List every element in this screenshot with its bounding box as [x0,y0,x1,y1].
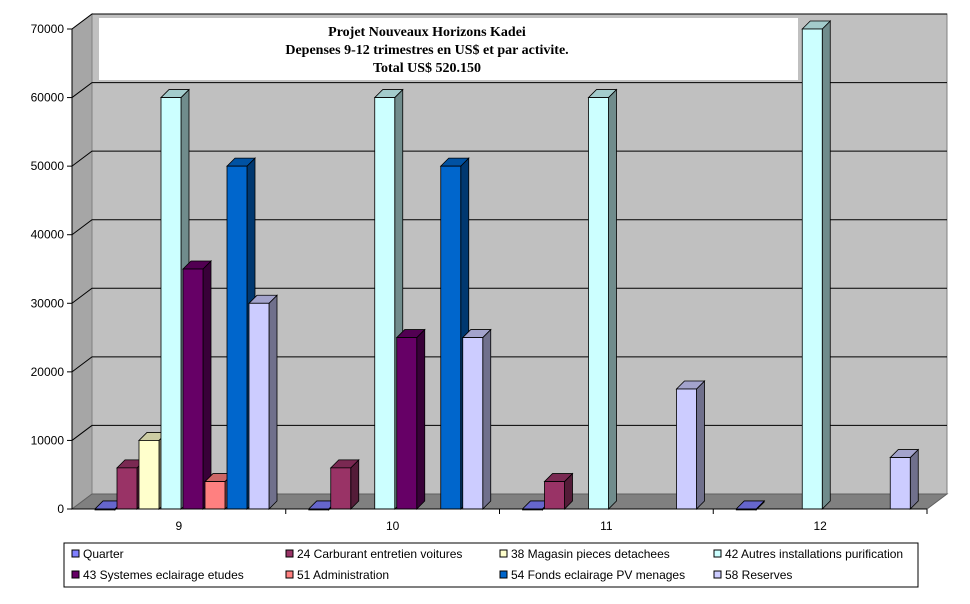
legend-label: 38 Magasin pieces detachees [511,547,670,561]
bar-front [544,481,565,510]
bar-side [350,458,360,510]
bar-side [608,88,617,510]
title-box: Projet Nouveaux Horizons Kadei Depenses … [99,18,798,80]
x-tick-label: 9 [176,519,183,533]
legend-swatch [713,549,722,558]
legend-label: 51 Administration [297,568,389,582]
bar-front [226,165,248,510]
gridline [71,13,947,30]
bar [248,294,278,510]
gridline [71,356,947,373]
legend-label: 42 Autres installations purification [725,547,903,561]
y-tick-label: 60000 [31,91,65,105]
bar-side [202,260,212,510]
gridline [71,424,947,441]
legend-box [63,542,919,588]
bar [395,328,426,510]
legend-label: 54 Fonds eclairage PV menages [511,568,685,582]
bar-side [909,448,919,510]
gridlines [71,13,947,441]
legend-swatch [713,570,722,579]
bar-front [588,97,609,510]
gridline [71,150,947,167]
legend-swatch [499,570,508,579]
bar-side [268,294,278,510]
y-tick-label: 20000 [31,365,65,379]
legend-swatch [71,549,80,558]
bars [94,20,920,511]
chart-title-line-3: Total US$ 520.150 [373,61,481,76]
bar [543,472,574,510]
bar-front [138,440,160,510]
bar-front [248,302,270,510]
bar [182,260,212,510]
gridline [71,287,947,304]
x-tick-label: 10 [386,519,400,533]
plot-side-wall [71,13,93,510]
y-tick-label: 10000 [31,433,65,447]
legend-label: Quarter [83,547,124,561]
legend-label: 43 Systemes eclairage etudes [83,568,244,582]
axes: 0 10000 20000 30000 40000 50000 60000 70000 9 10 1… [31,22,928,533]
bar-front [330,467,352,510]
y-tick-label: 50000 [31,159,65,173]
legend-label: 24 Carburant entretien voitures [297,547,462,561]
bar-side [696,380,705,510]
bar-side [416,328,426,510]
bar-front [182,268,204,510]
bar-front [440,165,462,510]
y-tick-label: 30000 [31,296,65,310]
bar-front [801,28,823,510]
bar-front [889,457,911,510]
x-tick-label: 12 [813,519,827,533]
x-tick-label: 11 [600,519,613,533]
bar [889,448,920,510]
y-tick-label: 70000 [31,22,65,36]
bar [461,328,492,510]
bar-front [374,97,396,510]
legend-swatch [285,549,294,558]
legend-swatch [285,570,294,579]
bar-front [462,337,484,510]
chart-title-line-2: Depenses 9-12 trimestres en US$ et par a… [285,43,568,58]
legend: Quarter 24 Carburant entretien voitures 38… [63,542,919,588]
chart-title-line-1: Projet Nouveaux Horizons Kadei [328,25,526,40]
bar-front [204,481,226,510]
bar [329,458,360,510]
gridline [71,219,947,236]
legend-swatch [499,549,508,558]
bar [587,88,618,510]
y-tick-label: 0 [57,502,64,516]
legend-label: 58 Reserves [725,568,792,582]
bar-side [482,328,492,510]
bar-side [821,20,831,510]
bar-front [116,467,138,510]
bar-front [676,388,697,510]
title-background [99,18,798,80]
y-tick-label: 40000 [31,228,65,242]
bar-front [160,97,182,510]
bar [675,380,706,510]
bar [801,20,832,510]
legend-swatch [71,570,80,579]
gridline [71,82,947,98]
bar-front [396,337,418,510]
